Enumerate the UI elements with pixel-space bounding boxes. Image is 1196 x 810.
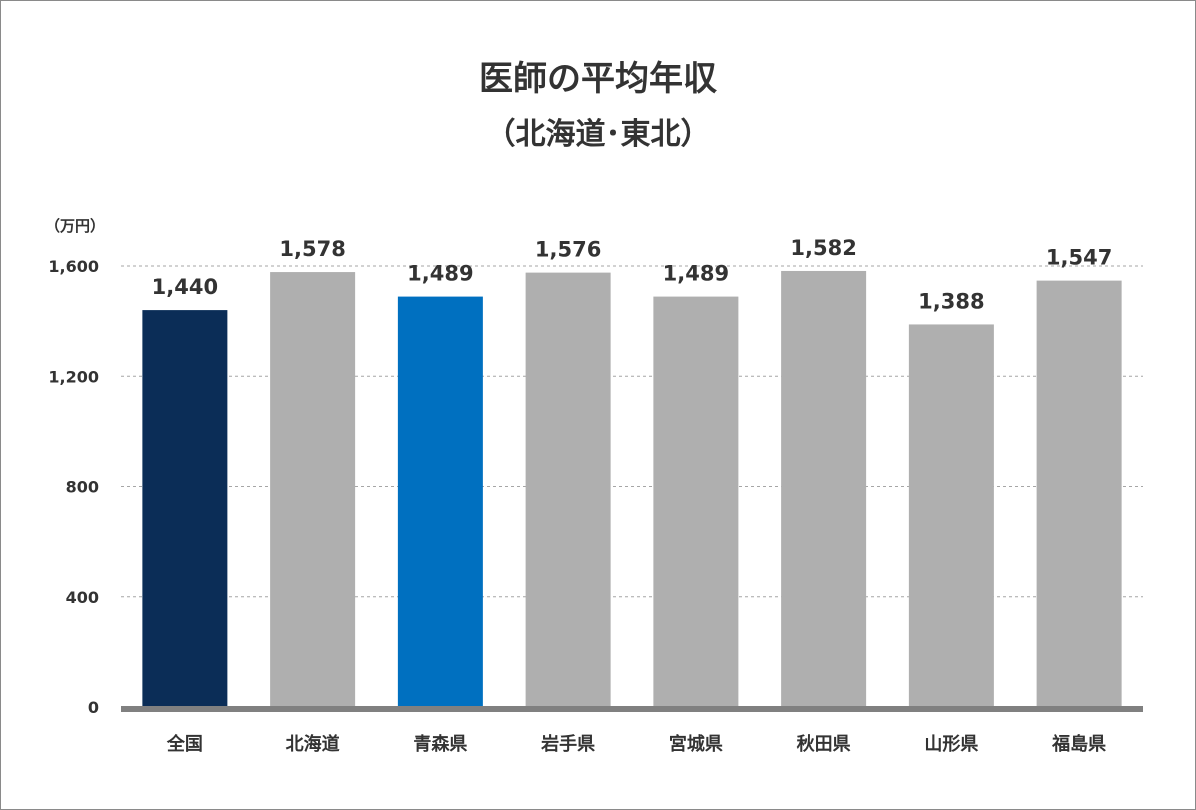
bar [270, 272, 356, 707]
x-tick-label: 岩手県 [540, 733, 595, 755]
data-label: 1,582 [790, 236, 856, 260]
y-tick-label: 400 [66, 588, 99, 607]
data-label: 1,489 [407, 262, 473, 286]
data-label: 1,489 [663, 262, 729, 286]
y-tick-label: 1,200 [48, 367, 99, 386]
bar [142, 310, 228, 707]
bar [525, 272, 611, 707]
data-label: 1,547 [1046, 246, 1112, 270]
x-tick-label: 北海道 [286, 733, 340, 755]
y-tick-label: 1,600 [48, 257, 99, 276]
x-tick-label: 宮城県 [669, 733, 723, 755]
x-tick-label: 山形県 [924, 734, 978, 755]
x-tick-label: 福島県 [1051, 733, 1106, 755]
bar [908, 324, 994, 707]
x-tick-label: 青森県 [413, 733, 467, 755]
y-tick-label: 0 [88, 698, 99, 717]
y-axis-unit-label: （万円） [45, 217, 106, 235]
bar [1036, 280, 1122, 707]
x-tick-label: 秋田県 [797, 733, 851, 755]
data-label: 1,388 [918, 289, 984, 313]
bar [781, 270, 867, 707]
bar [397, 296, 483, 707]
y-tick-label: 800 [66, 478, 99, 497]
x-axis-line [121, 706, 1143, 712]
data-label: 1,576 [535, 238, 601, 262]
chart-title: 医師の平均年収 [479, 59, 717, 99]
bar [653, 296, 739, 707]
chart-subtitle: （北海道･東北） [485, 117, 711, 152]
data-label: 1,440 [152, 275, 218, 299]
data-label: 1,578 [279, 237, 345, 261]
x-tick-label: 全国 [166, 733, 203, 755]
